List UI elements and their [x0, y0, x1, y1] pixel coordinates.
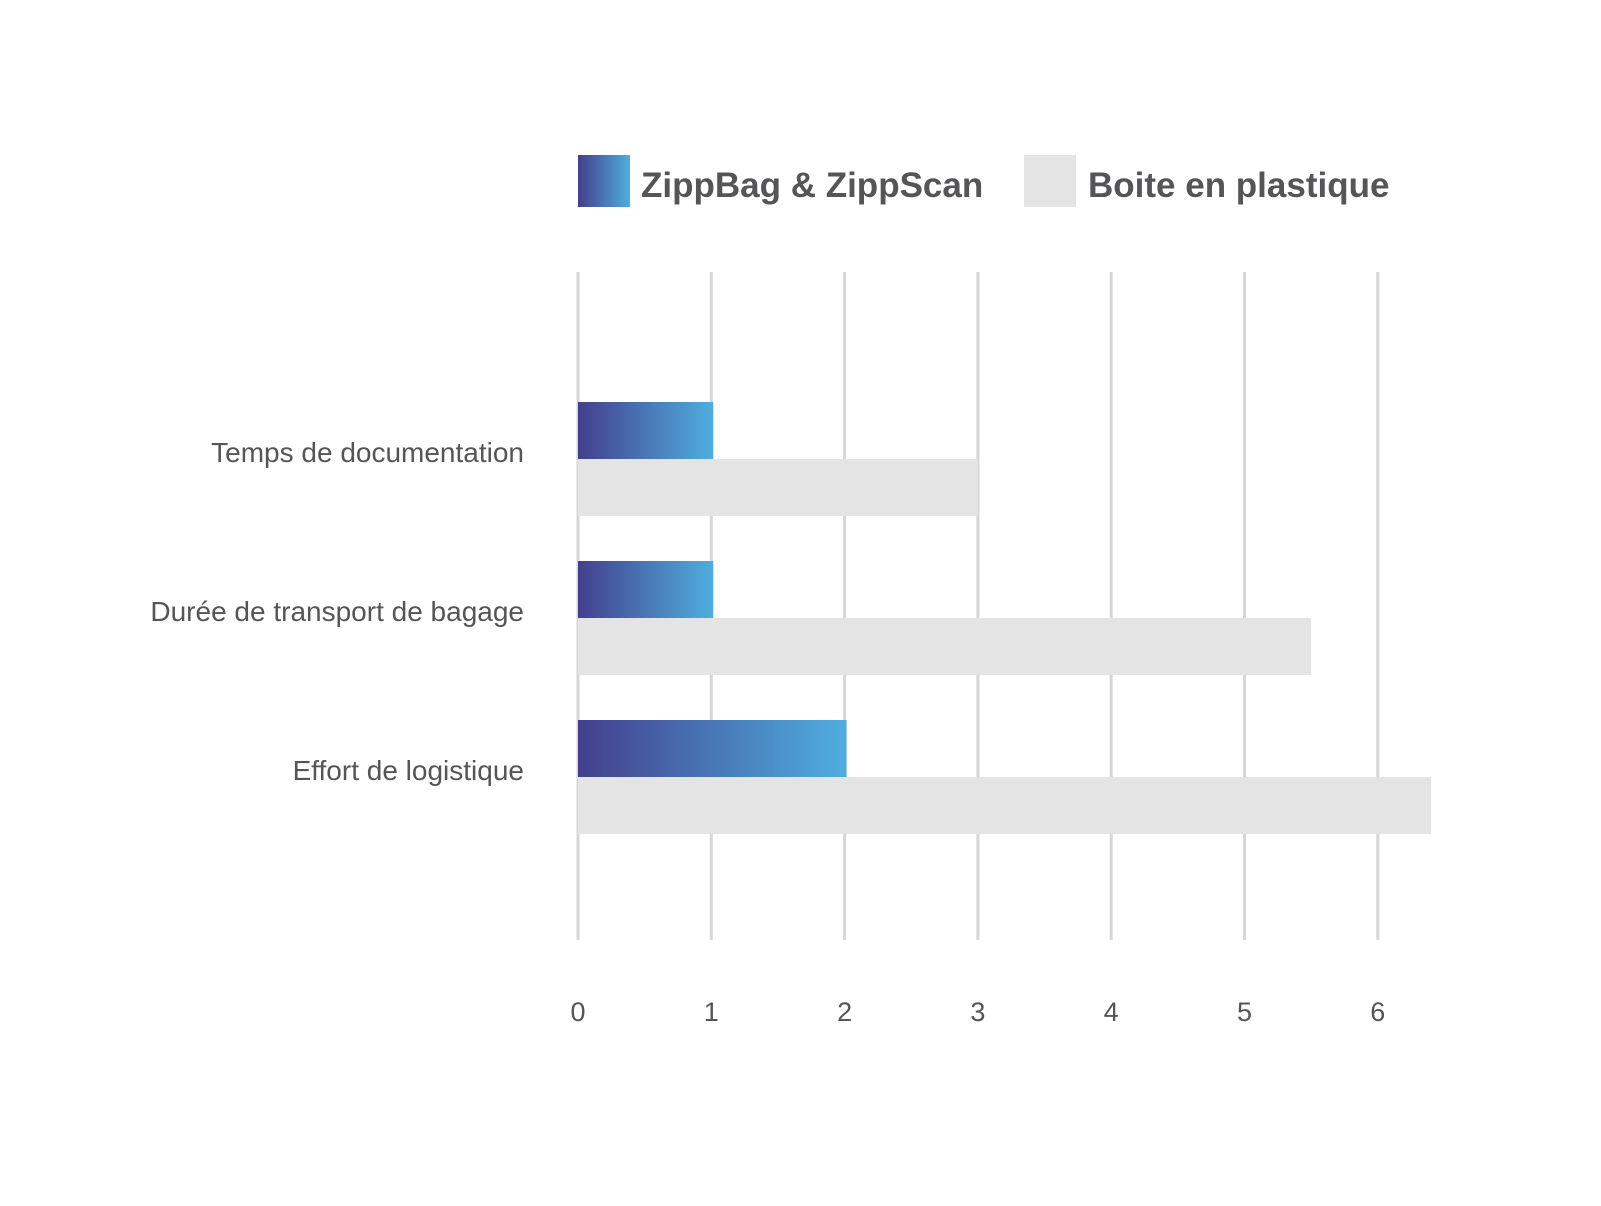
bar-boite-en-plastique-1 [578, 618, 1312, 675]
legend: ZippBag & ZippScan Boite en plastique [578, 155, 1389, 207]
bar-boite-en-plastique-2 [578, 777, 1432, 834]
x-tick-label-2: 2 [837, 997, 852, 1027]
legend-swatch-boite-en-plastique [1024, 155, 1076, 207]
category-label-duree-de-transport-de-bagage: Durée de transport de bagage [150, 596, 524, 627]
x-tick-label-5: 5 [1237, 997, 1252, 1027]
bar-boite-en-plastique-0 [578, 459, 978, 516]
x-tick-label-0: 0 [570, 997, 585, 1027]
x-tick-label-6: 6 [1370, 997, 1385, 1027]
legend-label-zippbag-zippscan: ZippBag & ZippScan [641, 166, 983, 205]
bar-zippbag-zippscan-0 [578, 402, 714, 459]
x-tick-label-1: 1 [704, 997, 719, 1027]
legend-swatch-zippbag-zippscan [578, 155, 630, 207]
x-tick-label-3: 3 [970, 997, 985, 1027]
legend-label-boite-en-plastique: Boite en plastique [1088, 166, 1389, 205]
category-label-effort-de-logistique: Effort de logistique [293, 755, 524, 786]
bars [578, 402, 1432, 834]
gridlines [576, 272, 1380, 940]
x-tick-label-4: 4 [1104, 997, 1119, 1027]
bar-zippbag-zippscan-1 [578, 561, 714, 618]
category-labels: Temps de documentation Durée de transport… [150, 437, 524, 786]
category-label-temps-de-documentation: Temps de documentation [211, 437, 524, 468]
x-tick-labels: 0 1 2 3 4 5 6 [570, 997, 1385, 1027]
bar-zippbag-zippscan-2 [578, 720, 847, 777]
